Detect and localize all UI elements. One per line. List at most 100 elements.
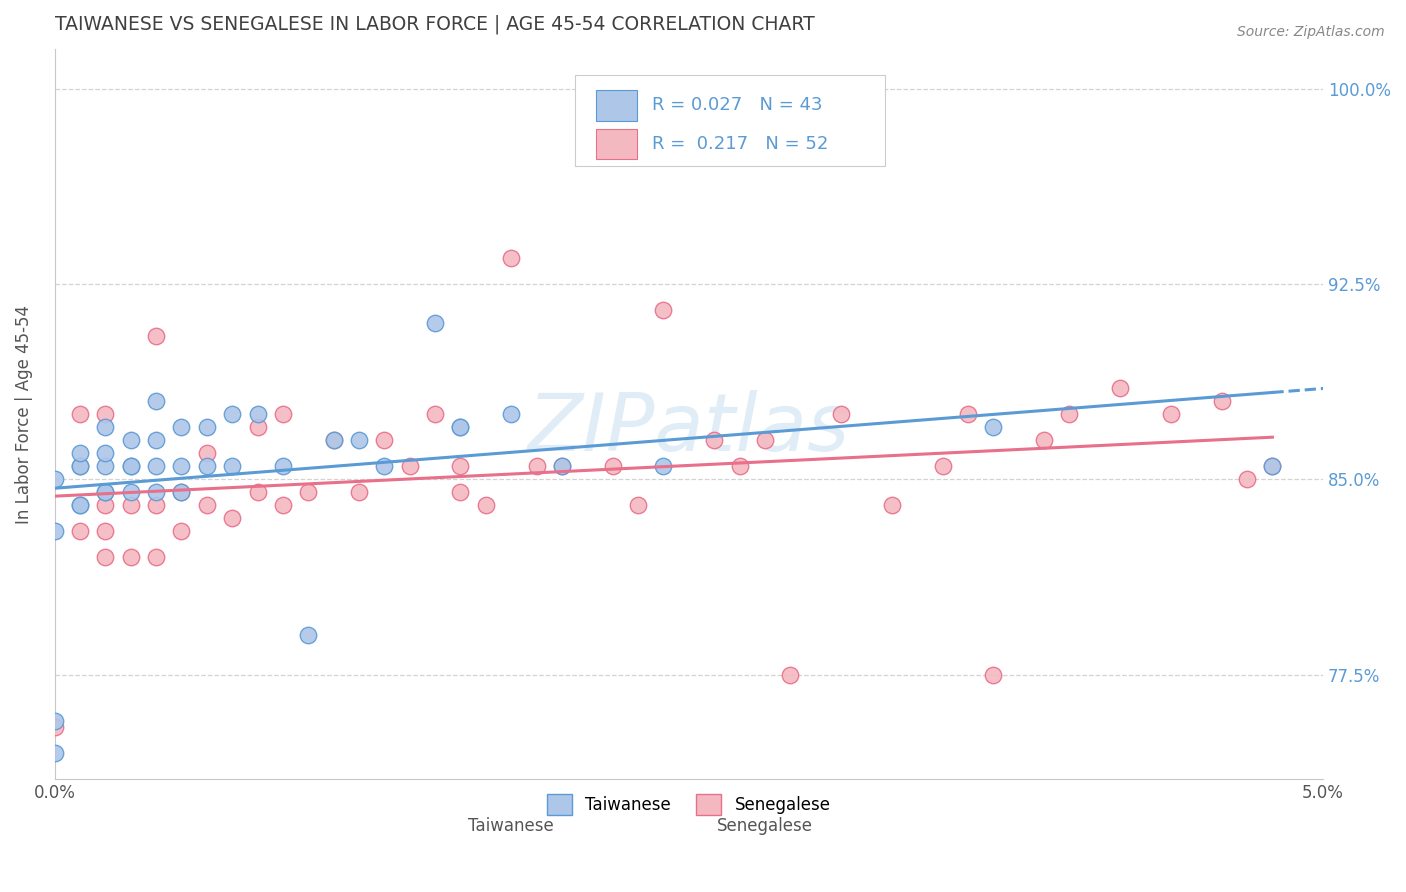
Point [602,459,624,474]
Point [120,498,142,512]
Y-axis label: In Labor Force | Age 45-54: In Labor Force | Age 45-54 [15,304,32,524]
Point [44,472,66,486]
Point [94,524,117,539]
Point [423,407,446,421]
Text: ZIPatlas: ZIPatlas [527,390,849,467]
Point [271,459,294,474]
Text: R = 0.027   N = 43: R = 0.027 N = 43 [652,96,823,114]
Point [931,459,953,474]
Point [830,407,852,421]
Point [170,524,193,539]
Point [981,667,1004,681]
Point [322,433,344,447]
Point [297,485,319,500]
Point [120,485,142,500]
Point [44,714,66,729]
Point [450,420,472,434]
Point [981,420,1004,434]
Point [145,459,167,474]
Point [145,394,167,409]
Point [1261,459,1284,474]
Point [1109,381,1132,395]
Point [195,420,218,434]
Legend: Taiwanese, Senegalese: Taiwanese, Senegalese [540,788,837,822]
Point [728,459,751,474]
Point [652,459,675,474]
Point [69,498,91,512]
Point [195,459,218,474]
Point [94,498,117,512]
Point [271,498,294,512]
Point [246,485,269,500]
Point [69,498,91,512]
FancyBboxPatch shape [596,128,637,160]
Point [170,485,193,500]
Point [297,628,319,642]
Point [551,459,574,474]
Text: Senegalese: Senegalese [717,817,813,835]
Point [221,511,243,525]
Point [1261,459,1284,474]
Point [779,667,801,681]
Point [195,498,218,512]
Point [120,459,142,474]
Point [423,316,446,330]
Point [322,433,344,447]
Point [69,446,91,460]
Point [373,459,395,474]
Point [120,433,142,447]
Point [956,407,979,421]
Point [195,446,218,460]
Point [221,459,243,474]
Point [450,459,472,474]
Point [501,251,523,265]
Point [145,498,167,512]
Point [94,420,117,434]
Point [347,433,370,447]
Point [450,420,472,434]
Point [1033,433,1056,447]
Point [347,485,370,500]
Point [551,459,574,474]
Point [170,420,193,434]
Point [754,433,776,447]
Point [94,550,117,565]
Point [1211,394,1233,409]
Point [94,446,117,460]
Point [44,746,66,760]
Point [69,524,91,539]
Point [246,407,269,421]
Point [627,498,650,512]
Point [1059,407,1081,421]
Point [373,433,395,447]
Point [450,485,472,500]
Point [120,459,142,474]
Text: Source: ZipAtlas.com: Source: ZipAtlas.com [1237,25,1385,39]
Point [475,498,498,512]
Point [1160,407,1182,421]
Point [501,407,523,421]
FancyBboxPatch shape [596,90,637,120]
FancyBboxPatch shape [575,75,886,166]
Point [880,498,903,512]
Point [44,720,66,734]
Point [94,485,117,500]
Point [145,485,167,500]
Text: TAIWANESE VS SENEGALESE IN LABOR FORCE | AGE 45-54 CORRELATION CHART: TAIWANESE VS SENEGALESE IN LABOR FORCE |… [55,15,814,35]
Point [94,459,117,474]
Point [69,407,91,421]
Point [145,433,167,447]
Point [145,329,167,343]
Point [94,407,117,421]
Point [145,550,167,565]
Text: Taiwanese: Taiwanese [468,817,554,835]
Point [703,433,725,447]
Point [120,550,142,565]
Point [44,524,66,539]
Point [398,459,420,474]
Point [271,407,294,421]
Point [652,302,675,317]
Point [69,459,91,474]
Point [1236,472,1258,486]
Point [69,459,91,474]
